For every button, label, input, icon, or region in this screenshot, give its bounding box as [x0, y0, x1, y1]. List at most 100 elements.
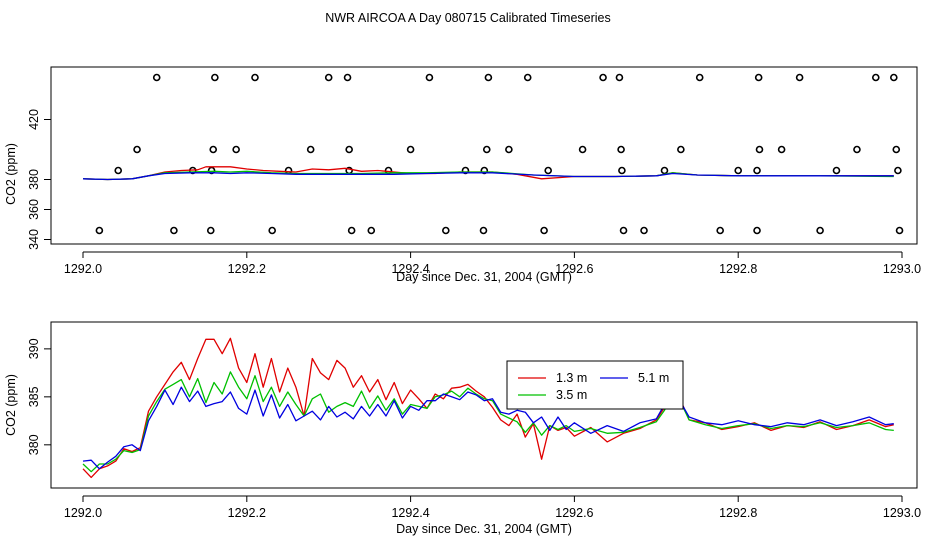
figure-title: NWR AIRCOA A Day 080715 Calibrated Times…: [325, 11, 611, 25]
bottom-y-tick-label: 390: [27, 338, 41, 359]
top-marker: [753, 226, 761, 235]
top-marker: [599, 73, 607, 82]
top-marker: [114, 166, 123, 175]
top-x-tick-label: 1292.4: [391, 262, 429, 276]
top-markers: [95, 73, 904, 235]
bottom-y-axis-label: CO2 (ppm): [4, 374, 18, 436]
top-marker: [544, 166, 552, 175]
top-marker: [367, 226, 376, 235]
top-marker: [777, 145, 786, 154]
top-y-tick-label: 380: [27, 169, 41, 190]
top-x-tick-label: 1293.0: [883, 262, 921, 276]
top-marker: [170, 226, 178, 235]
top-marker: [505, 145, 513, 154]
top-marker: [871, 73, 880, 82]
top-marker: [345, 145, 353, 154]
top-marker: [890, 73, 898, 82]
top-marker: [816, 226, 824, 235]
top-marker: [617, 145, 625, 154]
bottom-x-tick-label: 1293.0: [883, 506, 921, 520]
top-marker: [211, 73, 219, 82]
top-marker: [640, 226, 648, 235]
bottom-x-tick-label: 1292.8: [719, 506, 757, 520]
top-x-axis-label: Day since Dec. 31, 2004 (GMT): [396, 270, 572, 284]
top-marker: [540, 226, 548, 235]
legend: 1.3 m 5.1 m 3.5 m: [506, 360, 684, 410]
top-marker: [894, 166, 902, 175]
top-marker: [892, 145, 901, 154]
top-marker: [95, 226, 104, 235]
legend-label-3: 3.5 m: [556, 388, 587, 402]
top-marker: [832, 166, 841, 175]
bottom-x-tick-label: 1292.0: [64, 506, 102, 520]
top-marker: [347, 226, 356, 235]
top-marker: [482, 145, 491, 154]
bottom-y-tick-label: 380: [27, 434, 41, 455]
bottom-x-axis: 1292.0 1292.2 1292.4 1292.6 1292.8 1293.0: [64, 495, 921, 520]
legend-box: [506, 360, 684, 410]
bottom-series: [82, 337, 894, 479]
top-marker: [660, 166, 669, 175]
top-marker: [753, 166, 761, 175]
legend-label-1: 1.3 m: [556, 371, 587, 385]
bottom-series-line-1-3-m: [82, 337, 894, 479]
top-x-tick-label: 1292.2: [228, 262, 266, 276]
top-marker: [479, 226, 488, 235]
top-marker: [442, 226, 450, 235]
bottom-x-axis-label: Day since Dec. 31, 2004 (GMT): [396, 522, 572, 536]
top-marker: [895, 226, 904, 235]
top-x-tick-label: 1292.8: [719, 262, 757, 276]
top-marker: [268, 226, 276, 235]
bottom-y-axis: 380 385 390: [27, 338, 51, 455]
top-marker: [615, 73, 624, 82]
top-marker: [232, 145, 240, 154]
top-y-axis: 340 360 380 420: [27, 109, 51, 250]
top-marker: [406, 145, 415, 154]
bottom-x-tick-label: 1292.2: [228, 506, 266, 520]
top-marker: [209, 145, 218, 154]
top-marker: [716, 226, 724, 235]
top-marker: [618, 166, 626, 175]
top-y-tick-label: 360: [27, 199, 41, 220]
top-marker: [677, 145, 685, 154]
top-marker: [695, 73, 704, 82]
top-series-line-5-1-m: [82, 172, 894, 181]
top-marker: [324, 73, 333, 82]
top-y-tick-label: 340: [27, 229, 41, 250]
top-marker: [734, 166, 743, 175]
top-marker: [206, 226, 215, 235]
top-x-axis: 1292.0 1292.2 1292.4 1292.6 1292.8 1293.0: [64, 251, 921, 276]
top-marker: [523, 73, 532, 82]
bottom-series-line-5-1-m: [82, 380, 894, 470]
top-marker: [152, 73, 161, 82]
top-marker: [578, 145, 587, 154]
top-marker: [133, 145, 141, 154]
top-marker: [425, 73, 434, 82]
bottom-x-tick-label: 1292.6: [555, 506, 593, 520]
legend-label-2: 5.1 m: [638, 371, 669, 385]
top-marker: [619, 226, 628, 235]
top-marker: [484, 73, 493, 82]
top-marker: [755, 145, 764, 154]
bottom-plot-frame: [50, 321, 918, 489]
top-marker: [461, 166, 470, 175]
bottom-series-line-3-5-m: [82, 371, 894, 473]
top-plot-frame: [50, 66, 918, 245]
top-marker: [754, 73, 763, 82]
top-x-tick-label: 1292.6: [555, 262, 593, 276]
top-marker: [306, 145, 315, 154]
bottom-x-tick-label: 1292.4: [391, 506, 429, 520]
top-series: [82, 166, 894, 181]
bottom-y-tick-label: 385: [27, 386, 41, 407]
top-marker: [853, 145, 861, 154]
top-y-axis-label: CO2 (ppm): [4, 143, 18, 205]
top-marker: [343, 73, 352, 82]
top-y-tick-label: 420: [27, 109, 41, 130]
top-marker: [480, 166, 489, 175]
top-marker: [207, 166, 216, 175]
top-x-tick-label: 1292.0: [64, 262, 102, 276]
top-marker: [251, 73, 259, 82]
bottom-panel: 380 385 390 1292.0 1292.2 1292.4 1292.6 1292.8…: [4, 321, 921, 536]
